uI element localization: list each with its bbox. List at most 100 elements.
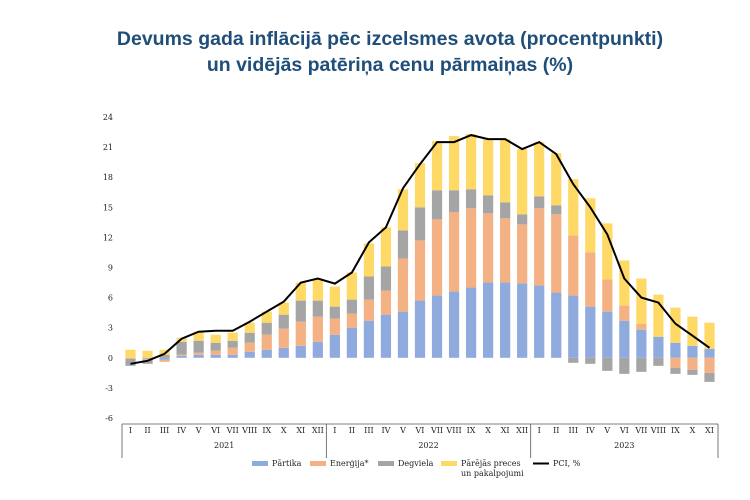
- bar-ener-ija-: [448, 212, 460, 292]
- x-tick-label: VI: [619, 426, 629, 435]
- legend-label: Pārējās preces: [461, 459, 521, 468]
- bar-p-rtika: [295, 345, 306, 358]
- y-tick-label: 12: [103, 233, 113, 242]
- x-tick-label: VIII: [445, 426, 461, 435]
- y-tick-label: 3: [108, 324, 113, 333]
- y-tick-label: 21: [103, 143, 113, 152]
- bar-ener-ija-: [551, 214, 562, 293]
- bar-p-r-j-s-preces-un-pakalpojumi: [244, 322, 255, 333]
- x-tick-label: VI: [210, 426, 220, 435]
- bar-ener-ija-: [363, 299, 375, 321]
- x-tick-label: IV: [177, 426, 186, 435]
- bar-p-rtika: [380, 314, 392, 358]
- bar-p-r-j-s-preces-un-pakalpojumi: [210, 334, 221, 343]
- x-tick-label: XI: [705, 426, 714, 435]
- bar-ener-ija-: [244, 342, 255, 352]
- bar-p-rtika: [687, 345, 698, 358]
- bar-degviela: [312, 300, 323, 317]
- bar-ener-ija-: [278, 328, 289, 348]
- x-tick-label: IX: [671, 426, 680, 435]
- bar-ener-ija-: [687, 357, 698, 370]
- bar-ener-ija-: [568, 235, 579, 296]
- x-tick-label: IV: [381, 426, 390, 435]
- bar-p-rtika: [483, 282, 494, 358]
- x-tick-label: XI: [296, 426, 305, 435]
- bar-p-r-j-s-preces-un-pakalpojumi: [619, 260, 630, 306]
- x-tick-label: II: [144, 426, 150, 435]
- bar-degviela: [244, 332, 255, 343]
- bar-ener-ija-: [193, 352, 204, 355]
- bar-p-rtika: [465, 287, 477, 358]
- bar-p-rtika: [312, 341, 323, 358]
- bar-degviela: [380, 266, 392, 291]
- bar-p-r-j-s-preces-un-pakalpojumi: [465, 134, 477, 190]
- bar-p-rtika: [193, 354, 204, 358]
- bar-p-rtika: [636, 329, 647, 358]
- bar-p-r-j-s-preces-un-pakalpojumi: [380, 227, 392, 267]
- bar-p-r-j-s-preces-un-pakalpojumi: [346, 272, 357, 300]
- legend-label: Degviela: [398, 459, 434, 468]
- y-tick-label: 6: [108, 294, 113, 303]
- bar-p-rtika: [346, 327, 357, 358]
- bar-p-r-j-s-preces-un-pakalpojumi: [585, 198, 596, 253]
- x-tick-label: VII: [430, 426, 443, 435]
- bar-p-r-j-s-preces-un-pakalpojumi: [159, 349, 170, 355]
- bar-ener-ija-: [295, 321, 306, 346]
- y-tick-label: -6: [105, 414, 113, 423]
- bar-p-rtika: [244, 351, 255, 358]
- x-tick-label: IV: [586, 426, 595, 435]
- bar-p-rtika: [227, 354, 238, 358]
- bar-p-rtika: [585, 306, 596, 358]
- bar-ener-ija-: [534, 208, 545, 286]
- bar-degviela: [295, 300, 306, 322]
- bar-p-rtika: [210, 354, 221, 358]
- bar-p-rtika: [568, 295, 579, 358]
- bar-degviela: [704, 372, 715, 382]
- chart-title: Devums gada inflācijā pēc izcelsmes avot…: [40, 26, 740, 78]
- x-tick-label: II: [553, 426, 559, 435]
- bar-p-rtika: [551, 292, 562, 358]
- bar-ener-ija-: [602, 279, 613, 312]
- legend-swatch: [441, 461, 457, 466]
- bar-p-rtika: [704, 348, 715, 358]
- y-tick-label: 18: [103, 173, 113, 182]
- bar-p-r-j-s-preces-un-pakalpojumi: [193, 331, 204, 341]
- bar-p-r-j-s-preces-un-pakalpojumi: [704, 322, 715, 349]
- bar-p-r-j-s-preces-un-pakalpojumi: [142, 350, 153, 358]
- bar-p-rtika: [602, 311, 613, 358]
- bar-ener-ija-: [670, 357, 681, 368]
- x-tick-label: VIII: [241, 426, 257, 435]
- bar-p-rtika: [363, 320, 375, 358]
- bar-degviela: [448, 190, 460, 213]
- bar-degviela: [585, 357, 596, 364]
- bar-p-rtika: [329, 334, 340, 358]
- bar-degviela: [159, 354, 170, 358]
- x-tick-label: I: [538, 426, 541, 435]
- bar-ener-ija-: [312, 316, 323, 342]
- bar-degviela: [261, 322, 272, 335]
- bar-ener-ija-: [483, 213, 494, 283]
- bar-ener-ija-: [517, 224, 528, 284]
- bar-degviela: [687, 369, 698, 375]
- bar-ener-ija-: [431, 219, 443, 296]
- x-tick-label: XI: [501, 426, 510, 435]
- x-tick-label: V: [399, 426, 406, 435]
- bar-ener-ija-: [210, 350, 221, 355]
- bar-p-r-j-s-preces-un-pakalpojumi: [261, 311, 272, 323]
- x-tick-label: IX: [467, 426, 476, 435]
- bar-p-r-j-s-preces-un-pakalpojumi: [295, 282, 306, 301]
- pci-line: [130, 134, 711, 365]
- y-tick-label: 24: [103, 113, 113, 122]
- bar-p-rtika: [670, 342, 681, 358]
- bar-degviela: [363, 276, 375, 300]
- bar-degviela: [636, 357, 647, 372]
- bar-ener-ija-: [261, 334, 272, 350]
- x-tick-label: III: [569, 426, 578, 435]
- x-tick-label: I: [333, 426, 336, 435]
- bar-p-rtika: [414, 300, 426, 358]
- bar-p-rtika: [431, 295, 443, 358]
- bar-p-rtika: [142, 357, 153, 359]
- bar-p-r-j-s-preces-un-pakalpojumi: [687, 316, 698, 346]
- bar-p-r-j-s-preces-un-pakalpojumi: [227, 332, 238, 341]
